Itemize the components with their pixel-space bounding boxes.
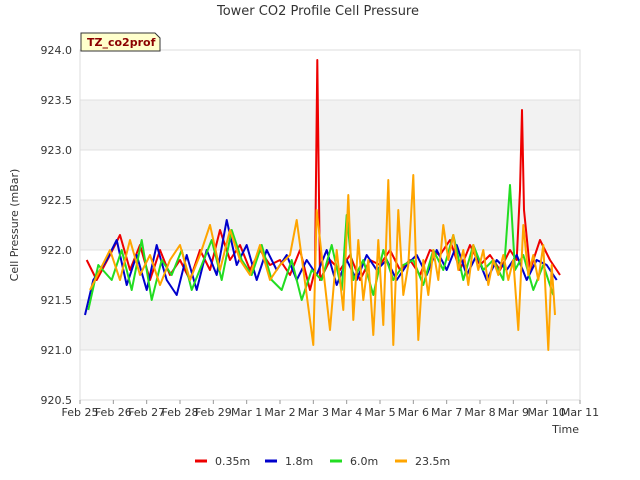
station-badge: TZ_co2prof [80, 32, 161, 52]
x-tick-label: Feb 27 [128, 406, 165, 419]
chart-title: Tower CO2 Profile Cell Pressure [216, 4, 419, 19]
legend-label: 1.8m [285, 455, 313, 468]
plot-band [80, 100, 580, 150]
plot-border [79, 49, 581, 401]
legend-item-23.5m[interactable]: 23.5m [395, 455, 450, 468]
x-tick-label: Mar 5 [364, 406, 395, 419]
x-tick-label: Mar 2 [264, 406, 295, 419]
x-tick-label: Mar 6 [398, 406, 429, 419]
x-tick-label: Feb 29 [195, 406, 232, 419]
legend-item-0.35m[interactable]: 0.35m [195, 455, 250, 468]
y-tick-label: 922.5 [41, 194, 73, 207]
x-tick-label: Mar 4 [331, 406, 362, 419]
legend-label: 0.35m [215, 455, 250, 468]
legend-label: 23.5m [415, 455, 450, 468]
x-tick-label: Mar 9 [498, 406, 529, 419]
y-tick-label: 924.0 [41, 44, 73, 57]
x-tick-label: Feb 25 [62, 406, 99, 419]
x-tick-label: Feb 26 [95, 406, 132, 419]
plot-area [80, 50, 580, 400]
y-tick-label: 922.0 [41, 244, 73, 257]
x-axis-label: Time [551, 423, 579, 436]
series-layer [84, 59, 561, 351]
x-tick-label: Feb 28 [162, 406, 199, 419]
legend: 0.35m 1.8m 6.0m 23.5m [195, 455, 450, 468]
y-tick-label: 923.5 [41, 94, 73, 107]
legend-item-6.0m[interactable]: 6.0m [330, 455, 378, 468]
legend-item-1.8m[interactable]: 1.8m [265, 455, 313, 468]
y-axis-label: Cell Pressure (mBar) [8, 169, 21, 282]
x-tick-label: Mar 11 [561, 406, 599, 419]
x-tick-label: Mar 8 [464, 406, 495, 419]
y-axis-ticks: 920.5 921.0 921.5 922.0 922.5 923.0 923.5 924.0 [41, 44, 73, 407]
station-badge-label: TZ_co2prof [87, 36, 156, 49]
y-tick-label: 921.0 [41, 344, 73, 357]
series-line-6.0m [87, 184, 555, 311]
y-tick-label: 920.5 [41, 394, 73, 407]
x-tick-label: Mar 7 [431, 406, 462, 419]
x-tick-label: Mar 1 [231, 406, 262, 419]
legend-label: 6.0m [350, 455, 378, 468]
series-line-23.5m [89, 174, 556, 351]
x-tick-label: Mar 3 [298, 406, 329, 419]
plot-band [80, 200, 580, 250]
x-tick-label: Mar 10 [528, 406, 566, 419]
y-tick-label: 921.5 [41, 294, 73, 307]
y-tick-label: 923.0 [41, 144, 73, 157]
